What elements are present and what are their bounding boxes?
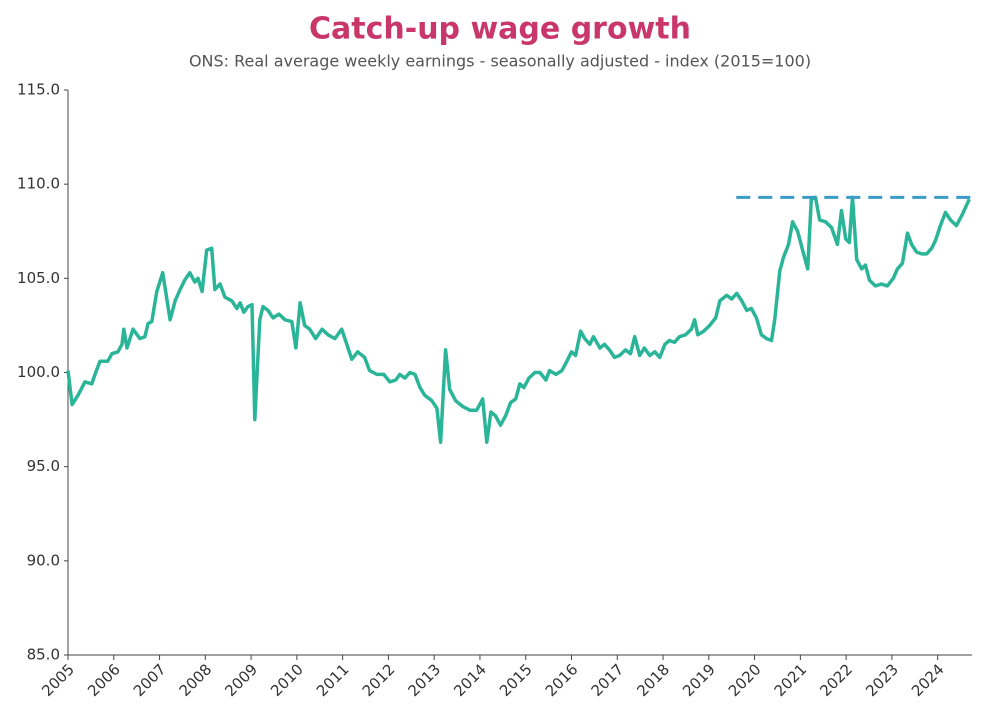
x-tick-label: 2016 — [542, 660, 582, 700]
chart-subtitle: ONS: Real average weekly earnings - seas… — [189, 52, 811, 71]
x-tick-label: 2022 — [816, 660, 856, 700]
y-tick-label: 100.0 — [17, 363, 60, 381]
x-tick-label: 2017 — [588, 660, 628, 700]
x-tick-label: 2008 — [176, 660, 216, 700]
x-tick-label: 2009 — [221, 660, 261, 700]
y-tick-label: 110.0 — [17, 175, 60, 193]
x-tick-label: 2010 — [267, 660, 307, 700]
x-tick-label: 2020 — [725, 660, 765, 700]
y-tick-label: 90.0 — [27, 551, 60, 569]
x-tick-label: 2024 — [908, 660, 948, 700]
x-tick-label: 2015 — [496, 660, 536, 700]
x-tick-label: 2014 — [450, 660, 490, 700]
y-tick-label: 105.0 — [17, 269, 60, 287]
x-tick-label: 2021 — [771, 660, 811, 700]
x-tick-label: 2005 — [38, 660, 78, 700]
x-tick-label: 2023 — [862, 660, 902, 700]
x-tick-label: 2007 — [130, 660, 170, 700]
x-tick-label: 2011 — [313, 660, 353, 700]
x-tick-label: 2012 — [359, 660, 399, 700]
x-tick-label: 2018 — [633, 660, 673, 700]
x-tick-label: 2006 — [84, 660, 124, 700]
y-tick-label: 95.0 — [27, 457, 60, 475]
chart-title: Catch-up wage growth — [309, 12, 691, 47]
y-tick-label: 115.0 — [17, 81, 60, 99]
y-tick-label: 85.0 — [27, 646, 60, 664]
x-tick-label: 2013 — [404, 660, 444, 700]
x-tick-label: 2019 — [679, 660, 719, 700]
data-line — [66, 195, 971, 444]
